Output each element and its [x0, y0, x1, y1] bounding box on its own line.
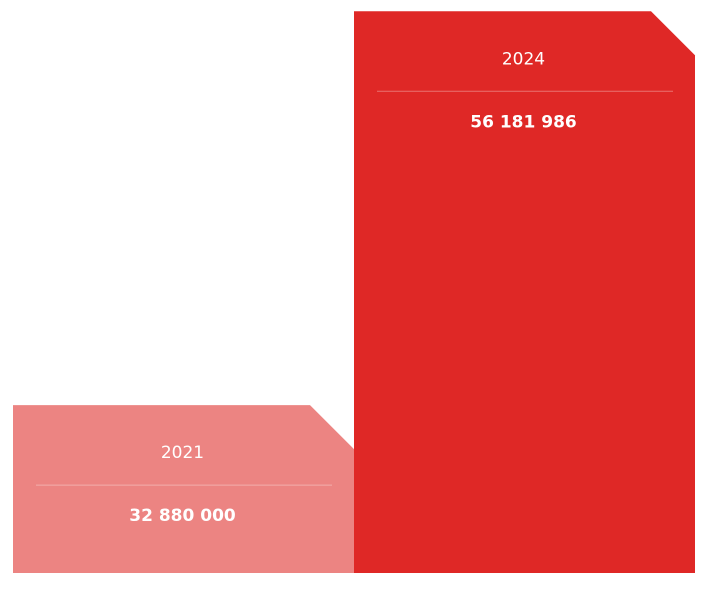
- bar: [13, 405, 354, 573]
- value-label: 32 880 000: [129, 506, 236, 526]
- category-label: 2024: [502, 49, 545, 69]
- bar: [354, 11, 695, 573]
- value-label: 56 181 986: [470, 112, 576, 132]
- category-label: 2021: [161, 443, 204, 463]
